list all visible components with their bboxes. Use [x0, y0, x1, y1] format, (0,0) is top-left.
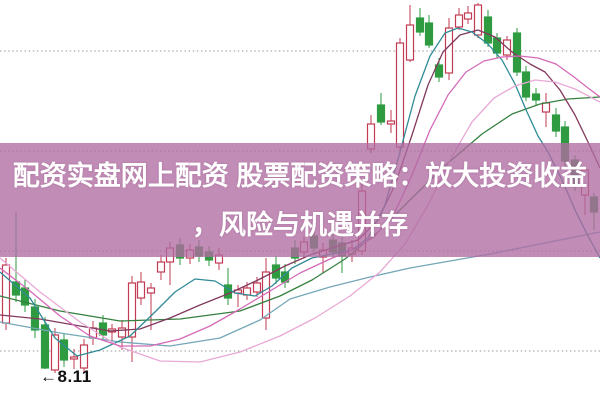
candle-up — [463, 12, 473, 20]
candle-down — [512, 32, 522, 73]
candle-up — [444, 27, 454, 74]
candle-up — [473, 4, 483, 36]
candle-down — [434, 64, 444, 78]
candle-up — [117, 327, 127, 338]
low-price-label: 8.11 — [57, 367, 92, 386]
candle-down — [551, 114, 561, 132]
candle-down — [59, 339, 69, 361]
candle-up — [395, 42, 405, 148]
candle-up — [146, 287, 156, 294]
candle-down — [376, 104, 386, 123]
left-arrow-icon: ← — [40, 367, 58, 386]
candle-up — [454, 14, 464, 28]
candle-down — [40, 324, 50, 369]
headline-line2: ，风险与机遇并存 — [192, 210, 408, 240]
candle-up — [252, 282, 262, 293]
candle-up — [79, 344, 89, 369]
candle-up — [50, 334, 60, 371]
candle-up — [405, 24, 415, 61]
candle-down — [531, 93, 541, 101]
candle-up — [127, 282, 137, 338]
candle-up — [136, 281, 146, 299]
candle-up — [69, 356, 79, 360]
candle-down — [521, 71, 531, 98]
ma-light-pink — [0, 79, 600, 363]
candle-down — [415, 17, 425, 33]
headline-banner: 配资实盘网上配资 股票配资策略：放大投资收益 ，风险与机遇并存 — [0, 143, 600, 257]
candle-up — [386, 120, 396, 125]
headline-line1: 配资实盘网上配资 股票配资策略：放大投资收益 — [12, 161, 588, 191]
candle-up — [541, 102, 551, 113]
candle-up — [156, 261, 166, 273]
candle-down — [424, 22, 434, 46]
candle-down — [483, 16, 493, 44]
candle-down — [271, 264, 281, 279]
low-price-annotation: ←8.11 — [40, 367, 92, 387]
